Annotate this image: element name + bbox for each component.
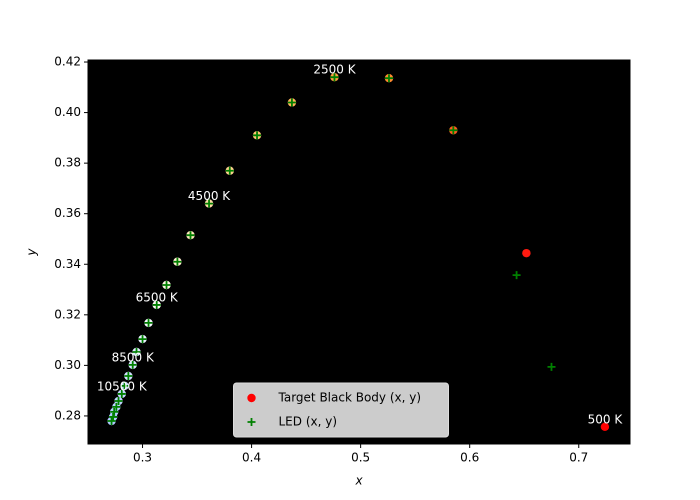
scatter-point bbox=[152, 300, 161, 309]
scatter-point bbox=[144, 318, 153, 327]
annotation: 500 K bbox=[588, 412, 624, 426]
y-tick-label: 0.42 bbox=[54, 55, 81, 69]
y-tick-label: 0.30 bbox=[54, 358, 81, 372]
y-tick-label: 0.38 bbox=[54, 156, 81, 170]
scatter-point bbox=[162, 280, 171, 289]
scatter-point bbox=[138, 335, 147, 344]
x-tick-label: 0.6 bbox=[460, 451, 479, 465]
scatter-point bbox=[186, 231, 195, 240]
legend-label: Target Black Body (x, y) bbox=[278, 391, 422, 405]
legend-box bbox=[233, 382, 449, 438]
scatter-point bbox=[384, 74, 393, 83]
scatter-point bbox=[107, 416, 116, 425]
scatter-point bbox=[112, 402, 121, 411]
y-tick-label: 0.28 bbox=[54, 408, 81, 422]
x-tick-label: 0.5 bbox=[351, 451, 370, 465]
scatter-point bbox=[205, 199, 214, 208]
scatter-point bbox=[173, 257, 182, 266]
scatter-point bbox=[124, 371, 133, 380]
legend-label: LED (x, y) bbox=[279, 415, 338, 429]
scatter-point bbox=[110, 407, 119, 416]
plot-frame bbox=[87, 59, 631, 445]
scatter-point bbox=[128, 360, 137, 369]
scatter-point bbox=[330, 73, 339, 82]
scatter-point bbox=[114, 397, 123, 406]
y-tick-label: 0.32 bbox=[54, 307, 81, 321]
legend-marker bbox=[247, 418, 256, 426]
scatter-point bbox=[132, 347, 141, 356]
scatter-point bbox=[225, 166, 234, 175]
scatter-point bbox=[117, 389, 126, 398]
y-tick-label: 0.34 bbox=[54, 257, 81, 271]
scatter-point bbox=[109, 412, 118, 421]
y-axis-label: y bbox=[25, 248, 39, 257]
y-tick-label: 0.40 bbox=[54, 105, 81, 119]
scatter-point bbox=[600, 422, 610, 432]
scatter-point bbox=[512, 271, 521, 280]
y-tick-label: 0.36 bbox=[54, 206, 81, 220]
scatter-point bbox=[522, 248, 531, 258]
annotation: 4500 K bbox=[188, 189, 231, 203]
annotation: 2500 K bbox=[313, 63, 356, 77]
x-axis-label: x bbox=[354, 474, 363, 488]
plot-content bbox=[107, 72, 610, 432]
scatter-point bbox=[547, 362, 556, 371]
legend-marker bbox=[247, 393, 256, 403]
annotation: 8500 K bbox=[112, 350, 155, 364]
x-tick-label: 0.4 bbox=[242, 451, 261, 465]
annotation: 6500 K bbox=[136, 290, 179, 304]
scatter-point bbox=[253, 131, 262, 140]
scatter-point bbox=[449, 126, 458, 135]
annotation: 10500 K bbox=[97, 379, 148, 393]
plot-area bbox=[88, 60, 630, 444]
scatter-point bbox=[287, 98, 296, 107]
x-tick-label: 0.3 bbox=[133, 451, 152, 465]
x-tick-label: 0.7 bbox=[569, 451, 588, 465]
scatter-point bbox=[120, 381, 129, 390]
